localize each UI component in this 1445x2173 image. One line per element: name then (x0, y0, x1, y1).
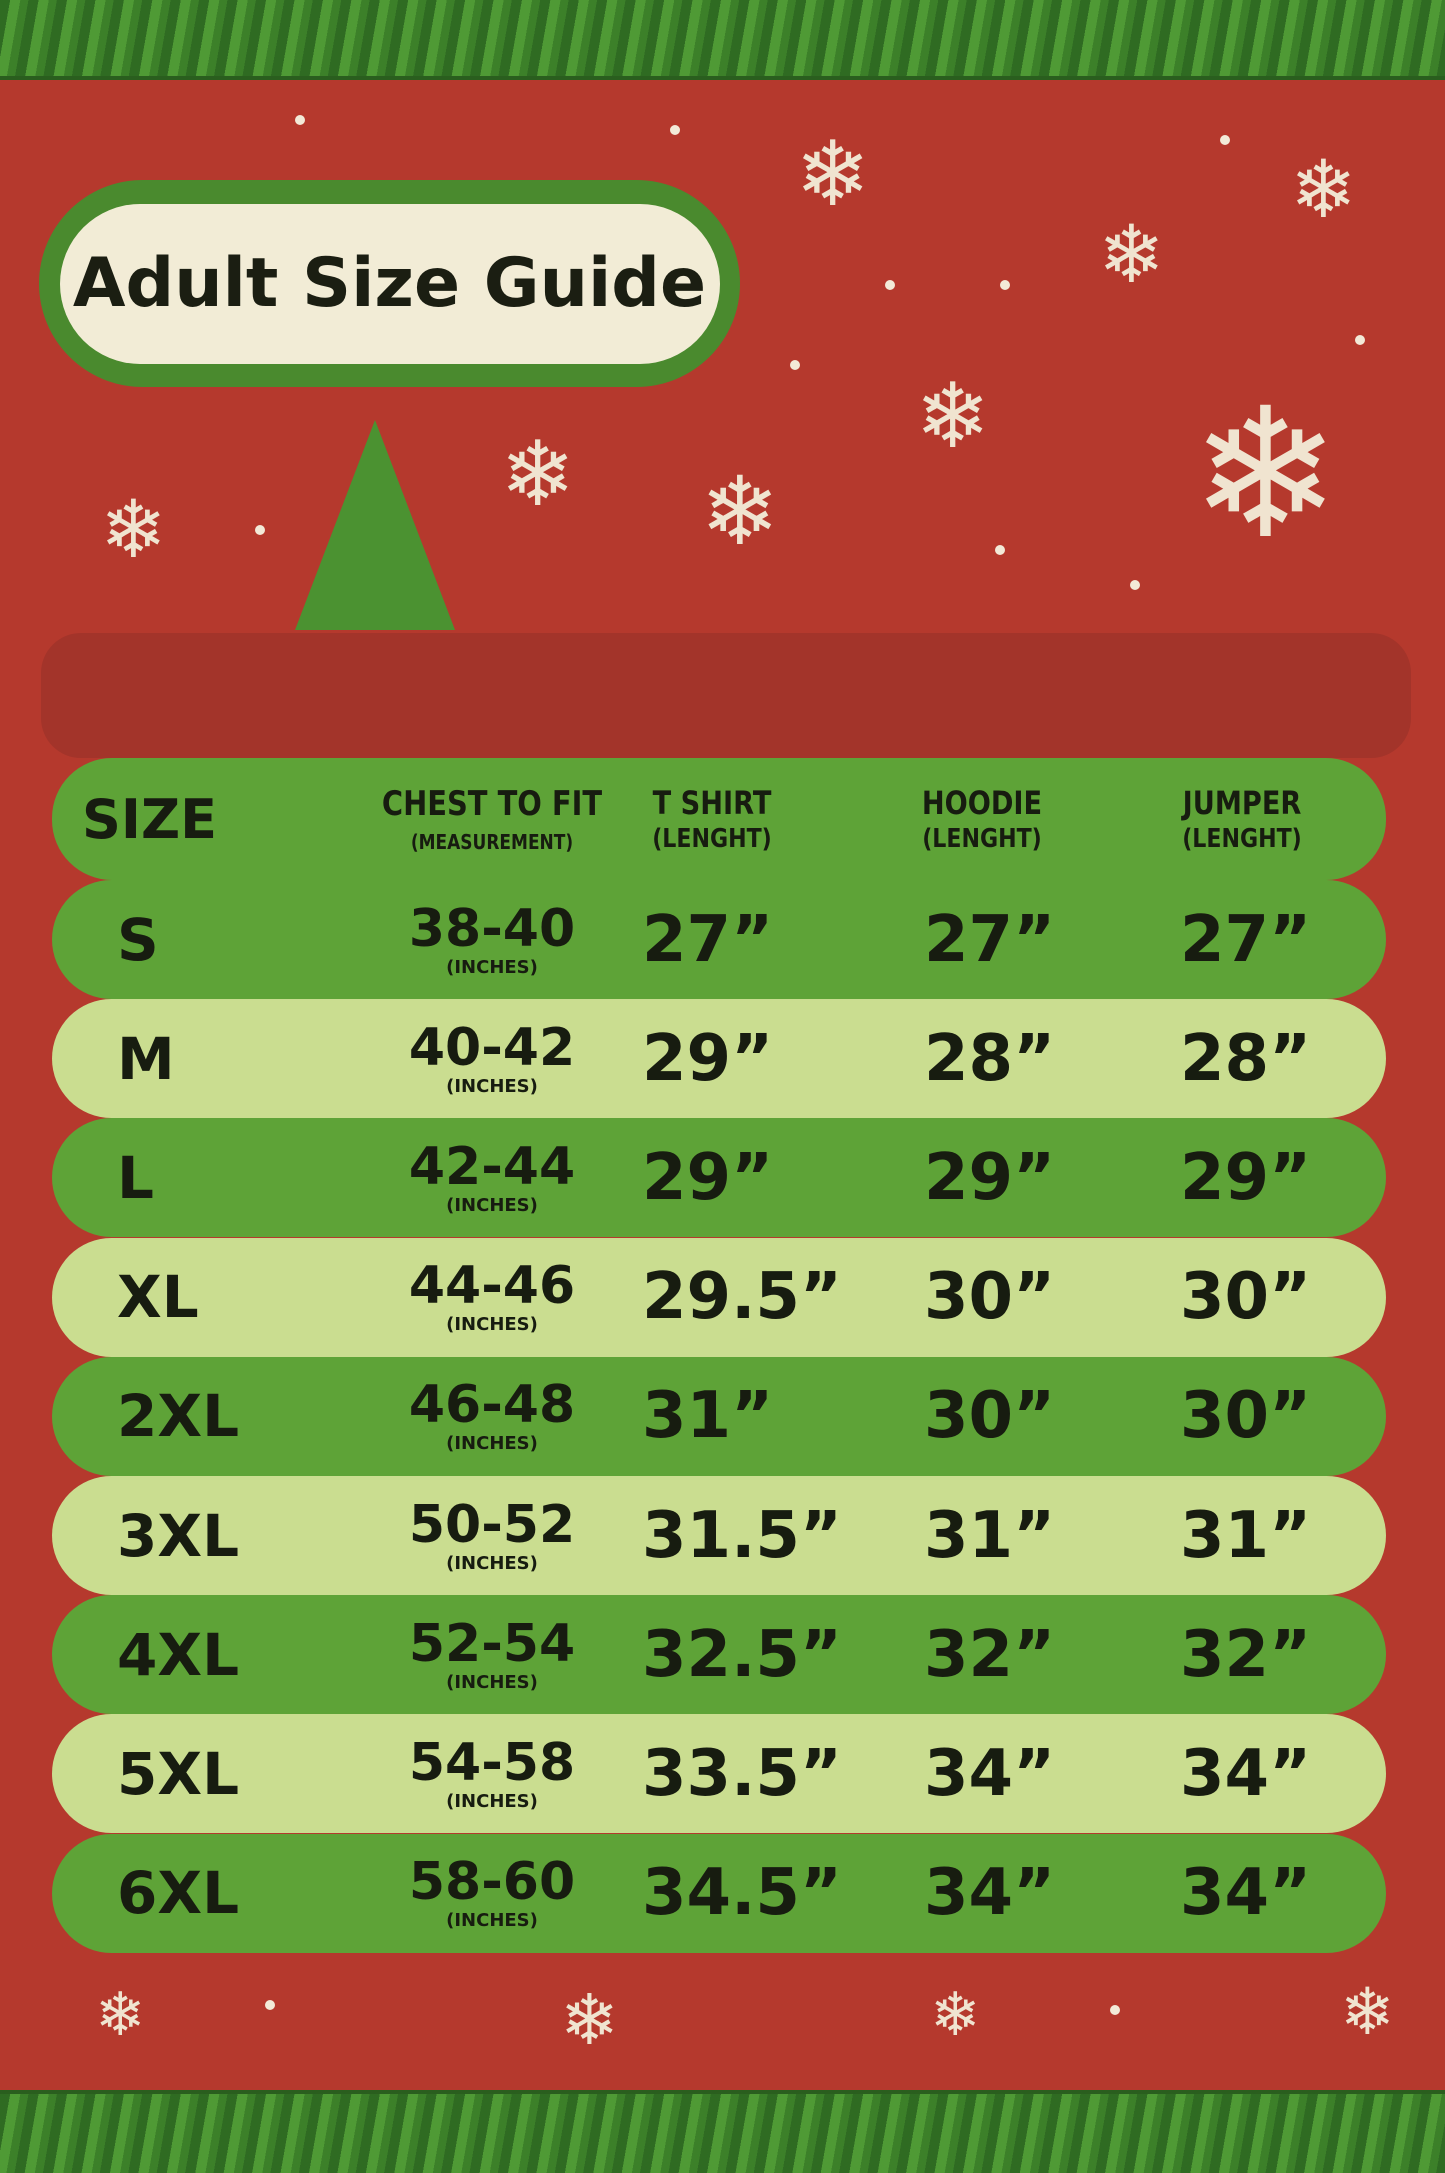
table-row: L 42-44 (INCHES) 29” 29” 29” (52, 1118, 1386, 1238)
chest-cell: 54-58 (INCHES) (408, 1732, 576, 1812)
snowflake-icon: ❄ (500, 422, 576, 527)
hoodie-length-cell: 32” (924, 1617, 1056, 1692)
chest-cell: 38-40 (INCHES) (408, 898, 576, 978)
tshirt-length-cell: 31” (642, 1379, 774, 1454)
hoodie-length-cell: 30” (924, 1379, 1056, 1454)
table-row: 5XL 54-58 (INCHES) 33.5” 34” 34” (52, 1714, 1386, 1834)
header-jumper: JUMPER (LENGHT) (1182, 783, 1302, 854)
tshirt-length-cell: 33.5” (642, 1736, 842, 1811)
chest-cell: 40-42 (INCHES) (408, 1017, 576, 1097)
snowflake-icon: ❄ (700, 457, 780, 567)
size-cell: 6XL (117, 1859, 240, 1928)
chest-cell: 42-44 (INCHES) (408, 1136, 576, 1216)
header-size: SIZE (82, 787, 218, 851)
chest-cell: 52-54 (INCHES) (408, 1613, 576, 1693)
hoodie-length-cell: 34” (924, 1736, 1056, 1811)
tshirt-length-cell: 34.5” (642, 1856, 842, 1931)
jumper-length-cell: 29” (1180, 1140, 1312, 1215)
hoodie-length-cell: 28” (924, 1021, 1056, 1096)
snowflake-icon: ❄ (100, 483, 168, 576)
hoodie-length-cell: 34” (924, 1856, 1056, 1931)
chest-cell: 58-60 (INCHES) (408, 1852, 576, 1932)
garland-top (0, 0, 1445, 80)
size-cell: M (117, 1024, 175, 1093)
jumper-length-cell: 30” (1180, 1379, 1312, 1454)
size-cell: XL (117, 1263, 199, 1332)
chest-cell: 44-46 (INCHES) (408, 1256, 576, 1336)
size-cell: L (117, 1143, 154, 1212)
jumper-length-cell: 28” (1180, 1021, 1312, 1096)
table-header: SIZE CHEST TO FIT (MEASUREMENT) T SHIRT (L… (52, 758, 1386, 880)
tshirt-length-cell: 29.5” (642, 1260, 842, 1335)
header-chest: CHEST TO FIT (MEASUREMENT) (381, 784, 603, 854)
snowflake-icon: ❄ (915, 364, 991, 469)
jumper-length-cell: 31” (1180, 1498, 1312, 1573)
snowflake-icon: ❄ (1340, 1975, 1395, 2050)
tshirt-length-cell: 31.5” (642, 1498, 842, 1573)
snowflake-icon: ❄ (1098, 208, 1166, 301)
size-cell: 4XL (117, 1620, 240, 1689)
hoodie-length-cell: 27” (924, 902, 1056, 977)
jumper-length-cell: 32” (1180, 1617, 1312, 1692)
chest-cell: 46-48 (INCHES) (408, 1375, 576, 1455)
hoodie-length-cell: 31” (924, 1498, 1056, 1573)
hoodie-length-cell: 29” (924, 1140, 1056, 1215)
table-row: XL 44-46 (INCHES) 29.5” 30” 30” (52, 1237, 1386, 1357)
table-row: 4XL 52-54 (INCHES) 32.5” 32” 32” (52, 1595, 1386, 1715)
size-cell: 2XL (117, 1382, 240, 1451)
chest-cell: 50-52 (INCHES) (408, 1494, 576, 1574)
snowflake-icon: ❄ (95, 1980, 146, 2050)
header-hoodie: HOODIE (LENGHT) (921, 783, 1043, 854)
snowflake-icon: ❄ (560, 1979, 619, 2061)
jumper-length-cell: 34” (1180, 1856, 1312, 1931)
snowflake-icon: ❄ (1290, 143, 1358, 236)
snowflake-icon: ❄ (1190, 370, 1341, 579)
tshirt-length-cell: 32.5” (642, 1617, 842, 1692)
snowflake-icon: ❄ (795, 122, 871, 227)
blank-banner (41, 633, 1411, 758)
christmas-tree-icon (295, 420, 455, 630)
title-banner: Adult Size Guide (39, 180, 740, 387)
jumper-length-cell: 27” (1180, 902, 1312, 977)
tshirt-length-cell: 29” (642, 1021, 774, 1096)
header-tshirt: T SHIRT (LENGHT) (652, 783, 772, 854)
size-cell: 5XL (117, 1739, 240, 1808)
jumper-length-cell: 34” (1180, 1736, 1312, 1811)
table-row: M 40-42 (INCHES) 29” 28” 28” (52, 999, 1386, 1119)
tshirt-length-cell: 27” (642, 902, 774, 977)
table-row: 3XL 50-52 (INCHES) 31.5” 31” 31” (52, 1476, 1386, 1595)
garland-bottom (0, 2090, 1445, 2173)
size-cell: 3XL (117, 1501, 240, 1570)
tshirt-length-cell: 29” (642, 1140, 774, 1215)
page-title: Adult Size Guide (59, 203, 720, 364)
snowflake-icon: ❄ (930, 1980, 981, 2050)
hoodie-length-cell: 30” (924, 1260, 1056, 1335)
jumper-length-cell: 30” (1180, 1260, 1312, 1335)
table-row: S 38-40 (INCHES) 27” 27” 27” (52, 880, 1386, 999)
table-row: 2XL 46-48 (INCHES) 31” 30” 30” (52, 1356, 1386, 1476)
table-row: 6XL 58-60 (INCHES) 34.5” 34” 34” (52, 1833, 1386, 1953)
size-cell: S (117, 905, 159, 974)
